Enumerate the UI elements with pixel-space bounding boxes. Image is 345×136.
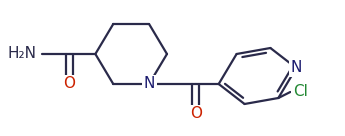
Text: N: N — [144, 76, 155, 92]
Text: N: N — [290, 61, 302, 75]
Text: O: O — [190, 106, 202, 121]
Text: H₂N: H₂N — [8, 47, 37, 61]
Text: O: O — [63, 76, 76, 92]
Text: Cl: Cl — [293, 84, 308, 100]
